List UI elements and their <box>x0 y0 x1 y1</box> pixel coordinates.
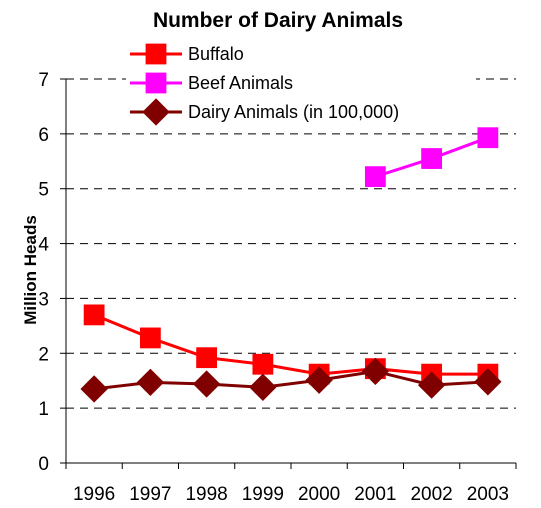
data-point-dairy-animals-in-100-000 <box>136 368 165 397</box>
legend-marker <box>142 98 170 126</box>
data-point-buffalo <box>196 347 218 369</box>
data-point-dairy-animals-in-100-000 <box>80 375 108 403</box>
data-point-beef-animals <box>364 166 386 188</box>
axes: 0 1 2 3 4 5 6 7 1996 1997 1998 1999 2000 2001 2002 2003 <box>38 70 517 505</box>
series <box>80 127 502 403</box>
y-tick-label: 1 <box>38 399 49 420</box>
data-point-beef-animals <box>421 148 443 169</box>
data-point-dairy-animals-in-100-000 <box>192 370 221 398</box>
data-point-dairy-animals-in-100-000 <box>474 368 502 396</box>
legend: Buffalo Beef Animals Dairy Animals (in 100… <box>126 40 476 129</box>
y-tick-label: 2 <box>38 344 49 365</box>
x-tick-label: 1999 <box>242 484 284 505</box>
data-point-dairy-animals-in-100-000 <box>417 371 446 399</box>
legend-marker <box>145 72 167 94</box>
data-point-dairy-animals-in-100-000 <box>305 366 333 394</box>
x-tick-label: 2002 <box>410 484 452 505</box>
y-axis-label: Million Heads <box>21 215 40 325</box>
legend-marker <box>145 43 167 65</box>
legend-label: Buffalo <box>188 44 244 64</box>
y-tick-label: 4 <box>38 235 49 256</box>
x-tick-label: 2000 <box>298 484 340 505</box>
y-tick-label: 5 <box>38 180 49 201</box>
data-point-dairy-animals-in-100-000 <box>249 373 277 401</box>
data-point-buffalo <box>252 353 274 375</box>
y-tick-label: 7 <box>38 70 49 91</box>
x-tick-label: 2003 <box>467 484 509 505</box>
legend-label: Beef Animals <box>188 73 293 93</box>
legend-box <box>126 40 476 129</box>
data-point-beef-animals <box>477 127 499 149</box>
series-buffalo <box>83 304 499 385</box>
legend-label: Dairy Animals (in 100,000) <box>188 102 399 122</box>
data-point-buffalo <box>139 327 161 349</box>
y-tick-label: 0 <box>38 454 49 475</box>
x-tick-label: 2001 <box>354 484 396 505</box>
x-tick-label: 1997 <box>129 484 171 505</box>
series-dairy-animals-in-100-000 <box>80 357 502 403</box>
data-point-buffalo <box>83 304 105 326</box>
y-tick-label: 3 <box>38 289 49 310</box>
x-tick-label: 1996 <box>73 484 115 505</box>
x-tick-label: 1998 <box>185 484 227 505</box>
chart-title: Number of Dairy Animals <box>153 9 403 32</box>
y-tick-label: 6 <box>38 125 49 146</box>
series-beef-animals <box>364 127 499 188</box>
data-point-dairy-animals-in-100-000 <box>361 357 390 386</box>
